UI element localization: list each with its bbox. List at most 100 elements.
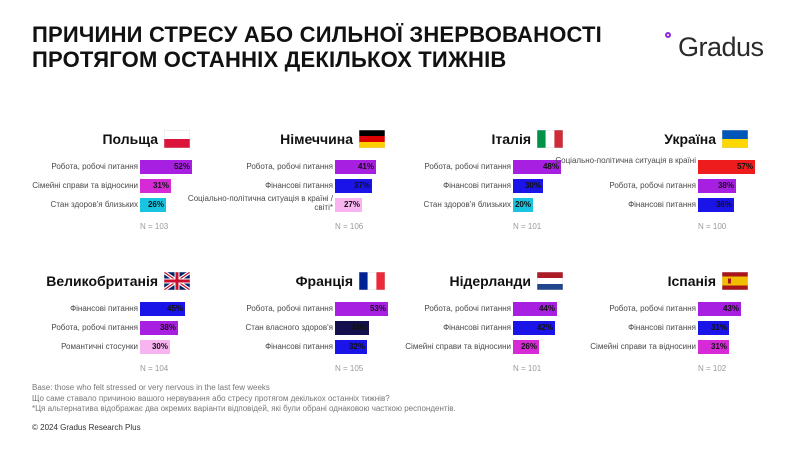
category-label: Романтичні стосунки	[61, 342, 138, 351]
bar: 34%	[335, 321, 369, 335]
bar: 36%	[698, 198, 734, 212]
country-header: Україна	[664, 130, 748, 148]
category-label: Стан здоров'я близьких	[50, 200, 138, 209]
country-panel: Німеччина Робота, робочі питання 41% Фінанс…	[188, 130, 395, 240]
bar-row: Фінансові питання 36%	[568, 198, 758, 212]
gradus-logo: Gradus	[662, 30, 764, 64]
category-label: Сімейні справи та відносини	[405, 342, 511, 351]
category-label: Стан власного здоров'я	[245, 323, 333, 332]
category-label: Стан здоров'я близьких	[423, 200, 511, 209]
category-label: Робота, робочі питання	[609, 304, 696, 313]
bar-row: Стан здоров'я близьких 26%	[10, 198, 200, 212]
country-name: Україна	[664, 131, 716, 147]
country-name: Великобританія	[46, 273, 158, 289]
bar-row: Соціально-політична ситуація в країні / …	[188, 194, 395, 212]
bar-row: Сімейні справи та відносини 31%	[10, 179, 200, 193]
country-panel: Україна Соціально-політична ситуація в кр…	[555, 130, 758, 240]
bar-row: Сімейні справи та відносини 31%	[568, 340, 758, 354]
category-label: Фінансові питання	[443, 181, 511, 190]
data-label: 32%	[348, 342, 365, 351]
bar: 31%	[698, 340, 729, 354]
bar-row: Соціально-політична ситуація в країні 57%	[555, 156, 758, 174]
bar: 48%	[513, 160, 561, 174]
country-panel: Франція Робота, робочі питання 53% Стан вла…	[205, 272, 395, 382]
title-line-1: ПРИЧИНИ СТРЕСУ АБО СИЛЬНОЇ ЗНЕРВОВАНОСТІ	[32, 22, 602, 47]
data-label: 38%	[717, 181, 734, 190]
sample-size: N = 101	[513, 364, 542, 373]
data-label: 42%	[536, 323, 553, 332]
category-label: Робота, робочі питання	[246, 162, 333, 171]
country-header: Франція	[296, 272, 385, 290]
bar: 27%	[335, 198, 362, 212]
data-label: 57%	[736, 162, 753, 171]
data-label: 31%	[710, 342, 727, 351]
bar-row: Сімейні справи та відносини 26%	[383, 340, 573, 354]
sample-size: N = 102	[698, 364, 727, 373]
logo-mark-icon	[662, 32, 678, 62]
bar: 32%	[335, 340, 367, 354]
category-label: Фінансові питання	[628, 323, 696, 332]
category-label: Робота, робочі питання	[424, 304, 511, 313]
category-label: Робота, робочі питання	[246, 304, 333, 313]
country-header: Італія	[492, 130, 563, 148]
data-label: 53%	[369, 304, 386, 313]
sample-size: N = 101	[513, 222, 542, 231]
bar-row: Фінансові питання 30%	[383, 179, 573, 193]
sample-size: N = 106	[335, 222, 364, 231]
data-label: 30%	[151, 342, 168, 351]
country-name: Німеччина	[280, 131, 353, 147]
sample-size: N = 100	[698, 222, 727, 231]
flag-ukraine-icon	[722, 130, 748, 148]
bar: 30%	[140, 340, 170, 354]
bar: 30%	[513, 179, 543, 193]
data-label: 52%	[173, 162, 190, 171]
bar: 43%	[698, 302, 741, 316]
sample-size: N = 103	[140, 222, 169, 231]
page-title: ПРИЧИНИ СТРЕСУ АБО СИЛЬНОЇ ЗНЕРВОВАНОСТІ…	[32, 22, 652, 72]
country-header: Німеччина	[280, 130, 385, 148]
country-name: Італія	[491, 131, 531, 147]
category-label: Робота, робочі питання	[609, 181, 696, 190]
logo-text: Gradus	[678, 31, 764, 62]
category-label: Соціально-політична ситуація в країні / …	[187, 194, 333, 212]
bar: 31%	[698, 321, 729, 335]
bar: 44%	[513, 302, 557, 316]
bar-row: Фінансові питання 32%	[205, 340, 395, 354]
data-label: 27%	[343, 200, 360, 209]
bar: 53%	[335, 302, 388, 316]
flag-uk-icon	[164, 272, 190, 290]
data-label: 41%	[357, 162, 374, 171]
footnote-base: Base: those who felt stressed or very ne…	[32, 383, 270, 392]
data-label: 44%	[538, 304, 555, 313]
bar: 37%	[335, 179, 372, 193]
country-name: Польща	[102, 131, 158, 147]
bar: 52%	[140, 160, 192, 174]
data-label: 34%	[350, 323, 367, 332]
bar-row: Робота, робочі питання 38%	[568, 179, 758, 193]
data-label: 36%	[715, 200, 732, 209]
bar-row: Робота, робочі питання 52%	[10, 160, 200, 174]
bar: 26%	[140, 198, 166, 212]
footnotes: Base: those who felt stressed or very ne…	[32, 383, 456, 415]
bar-row: Робота, робочі питання 48%	[383, 160, 573, 174]
sample-size: N = 104	[140, 364, 169, 373]
bar: 41%	[335, 160, 376, 174]
category-label: Сімейні справи та відносини	[590, 342, 696, 351]
data-label: 43%	[722, 304, 739, 313]
category-label: Фінансові питання	[443, 323, 511, 332]
flag-poland-icon	[164, 130, 190, 148]
country-panel: Італія Робота, робочі питання 48% Фінансові…	[383, 130, 573, 240]
bar: 45%	[140, 302, 185, 316]
bar-row: Робота, робочі питання 44%	[383, 302, 573, 316]
bar-row: Фінансові питання 31%	[568, 321, 758, 335]
bar-row: Робота, робочі питання 53%	[205, 302, 395, 316]
country-header: Іспанія	[668, 272, 748, 290]
bar: 31%	[140, 179, 171, 193]
category-label: Фінансові питання	[265, 181, 333, 190]
bar-row: Фінансові питання 45%	[10, 302, 200, 316]
country-header: Польща	[102, 130, 190, 148]
bar: 38%	[698, 179, 736, 193]
data-label: 26%	[147, 200, 164, 209]
data-label: 45%	[166, 304, 183, 313]
footnote-asterisk: *Ця альтернатива відображає два окремих …	[32, 404, 456, 413]
